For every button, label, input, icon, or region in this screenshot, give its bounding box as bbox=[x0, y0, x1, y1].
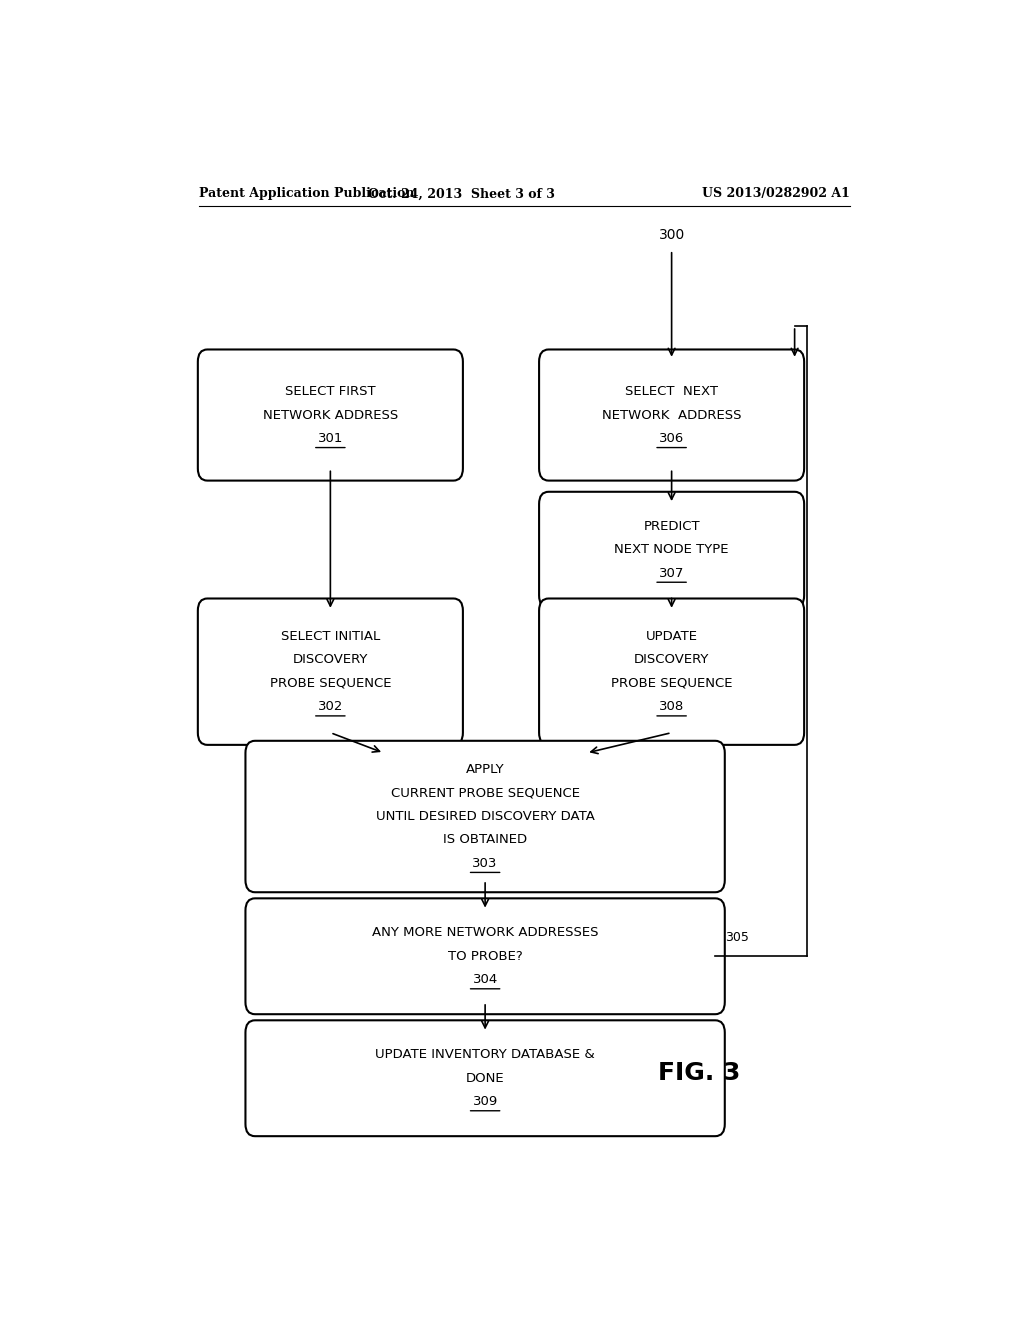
Text: 309: 309 bbox=[472, 1096, 498, 1107]
Text: IS OBTAINED: IS OBTAINED bbox=[443, 833, 527, 846]
FancyBboxPatch shape bbox=[246, 741, 725, 892]
FancyBboxPatch shape bbox=[539, 598, 804, 744]
FancyBboxPatch shape bbox=[198, 598, 463, 744]
Text: 308: 308 bbox=[659, 700, 684, 713]
Text: SELECT  NEXT: SELECT NEXT bbox=[625, 385, 718, 399]
Text: SELECT FIRST: SELECT FIRST bbox=[285, 385, 376, 399]
Text: 303: 303 bbox=[472, 857, 498, 870]
Text: NEXT NODE TYPE: NEXT NODE TYPE bbox=[614, 544, 729, 556]
Text: FIG. 3: FIG. 3 bbox=[658, 1061, 740, 1085]
FancyBboxPatch shape bbox=[539, 350, 804, 480]
Text: 301: 301 bbox=[317, 432, 343, 445]
Text: DISCOVERY: DISCOVERY bbox=[634, 653, 710, 667]
Text: Oct. 24, 2013  Sheet 3 of 3: Oct. 24, 2013 Sheet 3 of 3 bbox=[368, 187, 555, 201]
FancyBboxPatch shape bbox=[246, 899, 725, 1014]
FancyBboxPatch shape bbox=[246, 1020, 725, 1137]
Text: Patent Application Publication: Patent Application Publication bbox=[200, 187, 415, 201]
Text: UPDATE: UPDATE bbox=[645, 630, 697, 643]
FancyBboxPatch shape bbox=[539, 492, 804, 607]
Text: CURRENT PROBE SEQUENCE: CURRENT PROBE SEQUENCE bbox=[390, 787, 580, 800]
Text: PREDICT: PREDICT bbox=[643, 520, 700, 533]
Text: 300: 300 bbox=[658, 227, 685, 242]
Text: UNTIL DESIRED DISCOVERY DATA: UNTIL DESIRED DISCOVERY DATA bbox=[376, 810, 595, 822]
Text: 304: 304 bbox=[472, 973, 498, 986]
Text: NETWORK  ADDRESS: NETWORK ADDRESS bbox=[602, 409, 741, 421]
Text: TO PROBE?: TO PROBE? bbox=[447, 950, 522, 962]
Text: SELECT INITIAL: SELECT INITIAL bbox=[281, 630, 380, 643]
Text: PROBE SEQUENCE: PROBE SEQUENCE bbox=[269, 677, 391, 690]
Text: US 2013/0282902 A1: US 2013/0282902 A1 bbox=[702, 187, 850, 201]
Text: 307: 307 bbox=[658, 566, 684, 579]
Text: PROBE SEQUENCE: PROBE SEQUENCE bbox=[611, 677, 732, 690]
FancyBboxPatch shape bbox=[198, 350, 463, 480]
Text: 302: 302 bbox=[317, 700, 343, 713]
Text: APPLY: APPLY bbox=[466, 763, 505, 776]
Text: DONE: DONE bbox=[466, 1072, 505, 1085]
Text: DISCOVERY: DISCOVERY bbox=[293, 653, 368, 667]
Text: UPDATE INVENTORY DATABASE &: UPDATE INVENTORY DATABASE & bbox=[375, 1048, 595, 1061]
Text: 306: 306 bbox=[659, 432, 684, 445]
Text: ANY MORE NETWORK ADDRESSES: ANY MORE NETWORK ADDRESSES bbox=[372, 927, 598, 940]
Text: NETWORK ADDRESS: NETWORK ADDRESS bbox=[263, 409, 398, 421]
Text: 305: 305 bbox=[725, 931, 749, 944]
